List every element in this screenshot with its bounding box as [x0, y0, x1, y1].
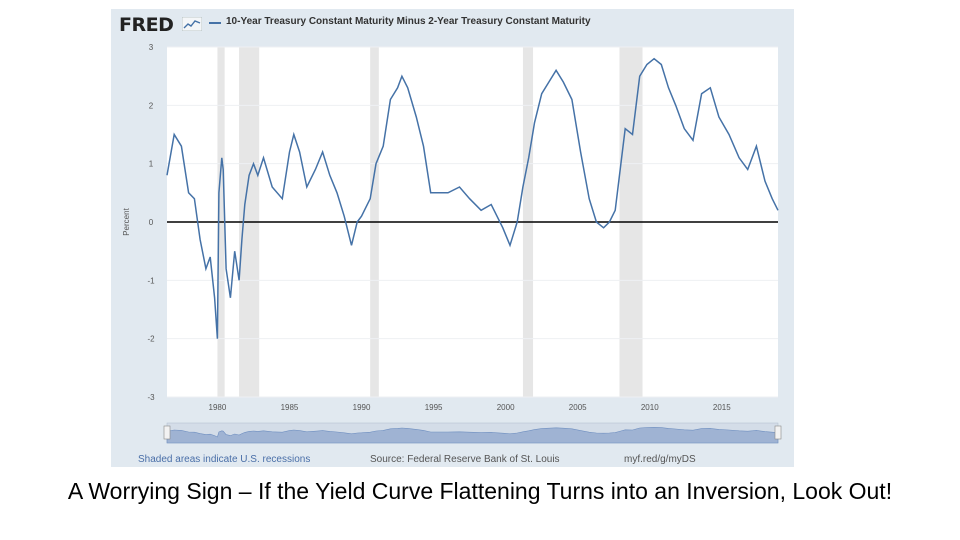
axis-labels: 3 2 1 0 -1 -2 -3 1980 1985 1990 1995 2000 2005 2010 20…	[122, 43, 731, 412]
legend-swatch	[209, 22, 221, 24]
y-tick-label: 0	[149, 218, 154, 227]
gridlines	[167, 46, 778, 398]
x-tick-label: 1980	[209, 403, 227, 412]
fred-logo[interactable]: FRED	[119, 14, 174, 36]
y-tick-label: 1	[149, 160, 154, 169]
x-tick-label: 1985	[281, 403, 299, 412]
slide-caption: A Worrying Sign – If the Yield Curve Fla…	[67, 478, 893, 504]
y-tick-label: 3	[149, 43, 154, 52]
x-tick-label: 1990	[353, 403, 371, 412]
navigator-left-handle[interactable]	[163, 425, 171, 440]
series-line	[166, 57, 779, 339]
x-tick-label: 2010	[641, 403, 659, 412]
y-tick-label: -3	[147, 393, 155, 402]
short-url[interactable]: myf.red/g/myDS	[624, 454, 696, 465]
y-tick-label: -2	[147, 335, 155, 344]
y-axis-label: Percent	[122, 207, 131, 235]
x-tick-label: 2000	[497, 403, 515, 412]
legend-series-label: 10-Year Treasury Constant Maturity Minus…	[226, 16, 591, 27]
navigator-series-area	[166, 427, 779, 444]
x-tick-label: 2005	[569, 403, 587, 412]
y-tick-label: -1	[147, 276, 155, 285]
y-tick-label: 2	[149, 101, 154, 110]
chart-svg: 3 2 1 0 -1 -2 -3 1980 1985 1990 1995 2000 2005 2010 20…	[122, 43, 782, 444]
navigator-right-handle[interactable]	[774, 425, 782, 440]
source-note: Source: Federal Reserve Bank of St. Loui…	[370, 454, 560, 465]
recession-note[interactable]: Shaded areas indicate U.S. recessions	[138, 454, 311, 465]
x-tick-label: 1995	[425, 403, 443, 412]
x-tick-label: 2015	[713, 403, 731, 412]
fred-logo-graph-icon	[182, 17, 202, 31]
